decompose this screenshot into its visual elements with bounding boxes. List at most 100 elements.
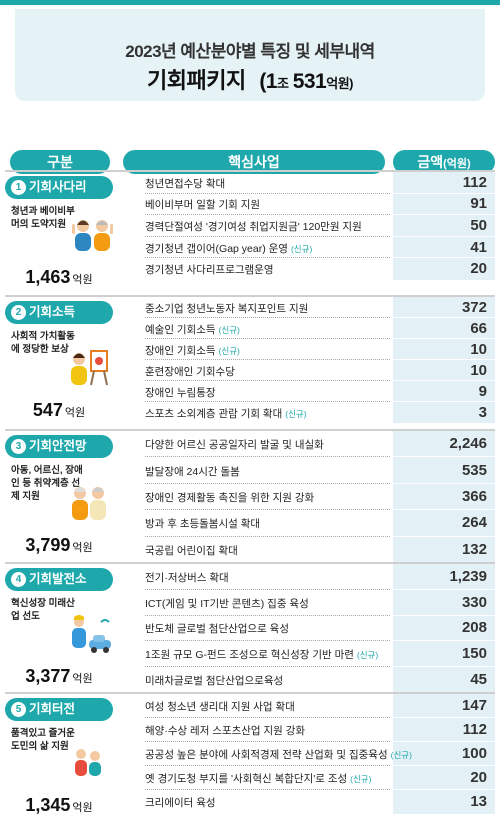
table-row: 국공립 어린이집 확대 132	[145, 537, 495, 563]
section-divider	[5, 429, 495, 431]
category-name: 기회터전	[29, 702, 76, 716]
new-badge: (신규)	[285, 408, 307, 419]
amount-row-divider	[393, 401, 495, 402]
section-1	[0, 170, 495, 280]
category-pill: 1 기회사다리	[5, 176, 113, 199]
row-divider	[145, 588, 390, 590]
page-header: 2023년 예산분야별 특징 및 세부내역 기회패키지 (1조 531억원)	[15, 9, 485, 101]
engineer-car-icon	[67, 612, 113, 661]
row-divider	[145, 401, 390, 402]
leisure-people-icon	[67, 744, 107, 785]
table-row: 예술인 기회소득 (신규) 66	[145, 318, 495, 339]
table-row: 해양·수상 레저 스포츠산업 지원 강화 112	[145, 718, 495, 742]
project-amount: 66	[470, 319, 487, 337]
row-divider	[145, 456, 390, 458]
project-amount: 132	[461, 540, 487, 558]
project-name-text: 크리에이터 육성	[145, 797, 216, 809]
table-row: 공공성 높은 분야에 사회적경제 전략 산업화 및 집중육성 (신규) 100	[145, 742, 495, 766]
category-description: 사회적 가치활동에 정당한 보상	[11, 331, 75, 355]
amount-unit-label: (억원)	[443, 158, 471, 170]
row-divider	[145, 214, 390, 216]
amount-row-divider	[393, 765, 495, 766]
project-name: 예술인 기회소득 (신규)	[145, 322, 240, 337]
category-total-unit: 억원	[64, 407, 86, 419]
amount-row-divider	[393, 359, 495, 360]
category-total: 547 억원	[5, 400, 113, 421]
amount-row-divider	[393, 338, 495, 339]
category-total: 3,799 억원	[5, 535, 113, 556]
project-amount: 366	[461, 487, 487, 505]
project-name-text: 장애인 경제활동 촉진을 위한 지원 강화	[145, 491, 315, 504]
total-amount: (1조 531억원)	[259, 70, 353, 93]
project-amount: 13	[470, 793, 487, 810]
amount-row-divider	[393, 741, 495, 742]
category-pill: 5 기회터전	[5, 698, 113, 721]
table-row: 장애인 기회소득 (신규) 10	[145, 339, 495, 360]
project-name-text: 경기청년 갭이어(Gap year) 운영	[145, 242, 288, 255]
row-divider	[145, 257, 390, 259]
category-total: 3,377 억원	[5, 666, 113, 687]
section-divider	[5, 295, 495, 297]
project-amount: 112	[462, 721, 487, 738]
new-badge: (신규)	[290, 243, 313, 254]
project-name-text: 전기·저상버스 확대	[145, 571, 229, 584]
table-row: 장애인 경제활동 촉진을 위한 지원 강화 366	[145, 484, 495, 511]
amount-row-divider	[393, 317, 495, 318]
amount-jo: 조	[277, 76, 289, 91]
amount-row-divider	[393, 456, 495, 458]
row-divider	[145, 338, 390, 339]
category-total: 1,345 억원	[5, 795, 113, 816]
project-name: 장애인 누림통장	[145, 385, 216, 400]
project-name-text: 옛 경기도청 부지를 '사회혁신 복합단지'로 조성	[145, 773, 348, 785]
project-amount: 330	[461, 593, 487, 611]
category-number: 5	[11, 702, 26, 717]
row-divider	[145, 640, 390, 642]
row-divider	[145, 741, 390, 742]
table-row: 스포츠 소외계층 관람 기회 확대 (신규) 3	[145, 402, 495, 423]
category-total: 1,463 억원	[5, 267, 113, 288]
row-divider	[145, 765, 390, 766]
project-name-text: 발달장애 24시간 돌봄	[145, 465, 240, 478]
table-row: 여성 청소년 생리대 지원 사업 확대 147	[145, 694, 495, 718]
project-name: ICT(게임 및 IT기반 콘텐츠) 집중 육성	[145, 596, 309, 611]
amount-column-bg	[393, 564, 495, 693]
row-divider	[145, 380, 390, 381]
project-name: 전기·저상버스 확대	[145, 570, 229, 585]
project-name: 장애인 기회소득 (신규)	[145, 343, 240, 358]
category-description: 청년과 베이비부머의 도약지원	[11, 206, 75, 230]
project-name: 발달장애 24시간 돌봄	[145, 464, 240, 479]
new-badge: (신규)	[356, 650, 379, 661]
new-badge: (신규)	[390, 750, 412, 760]
row-divider	[145, 359, 390, 360]
project-name-text: 방과 후 초등돌봄시설 확대	[145, 518, 261, 531]
project-name: 1조원 규모 G-펀드 조성으로 혁신성장 기반 마련 (신규)	[145, 647, 378, 662]
amount-row-divider	[393, 192, 495, 194]
title-text: 기회패키지	[146, 68, 246, 93]
project-amount: 91	[470, 195, 487, 213]
project-amount: 20	[470, 769, 487, 786]
project-name-text: 스포츠 소외계층 관람 기회 확대	[145, 407, 283, 420]
project-name: 크리에이터 육성	[145, 795, 216, 810]
row-divider	[145, 614, 390, 616]
page-title: 기회패키지 (1조 531억원)	[15, 63, 485, 95]
amount-row-divider	[393, 257, 495, 259]
project-name-text: 공공성 높은 분야에 사회적경제 전략 산업화 및 집중육성	[145, 749, 388, 761]
section-divider	[5, 170, 495, 172]
row-divider	[145, 509, 390, 511]
table-row: 중소기업 청년노동자 복지포인트 지원 372	[145, 297, 495, 318]
category-total-unit: 억원	[72, 673, 93, 685]
project-name-text: 예술인 기회소득	[145, 323, 216, 336]
amount-num: 531	[292, 70, 327, 93]
project-name-text: ICT(게임 및 IT기반 콘텐츠) 집중 육성	[145, 597, 309, 610]
table-row: 미래차글로벌 첨단산업으로육성 45	[145, 667, 495, 693]
project-amount: 372	[461, 298, 487, 316]
project-amount: 208	[461, 619, 487, 637]
new-badge: (신규)	[218, 324, 240, 335]
project-amount: 147	[461, 697, 487, 714]
category-block: 5 기회터전 품격있고 즐거운 도민의 삶 지원 1,345 억원	[5, 694, 113, 816]
category-description: 아동, 어르신, 장애인 등 취약계층 선제 지원	[11, 465, 83, 502]
amount-row-divider	[393, 380, 495, 381]
project-name-text: 베이비부머 일할 기회 지원	[145, 199, 261, 212]
table-row: 경력단절여성 '경기여성 취업지원금' 120만원 지원 50	[145, 215, 495, 237]
page-subtitle: 2023년 예산분야별 특징 및 세부내역	[125, 42, 375, 61]
